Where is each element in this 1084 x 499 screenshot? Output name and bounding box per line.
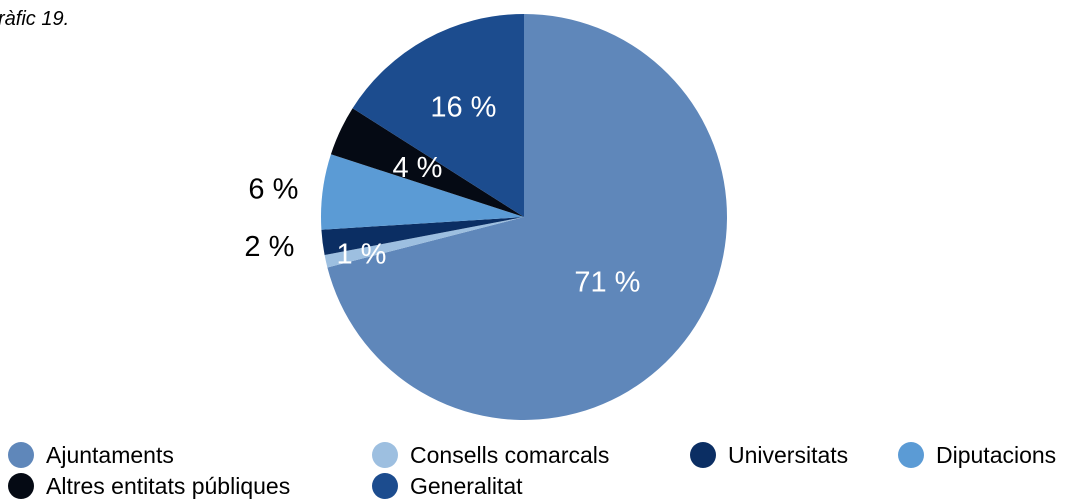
pie-label-altres-entitats-publiques: 4 % xyxy=(393,152,443,184)
pie-slice-altres-entitats-publiques xyxy=(330,108,524,217)
pie-label-generalitat: 16 % xyxy=(430,92,496,124)
pie-label-universitats: 2 % xyxy=(244,231,294,263)
pie-label-consells-comarcals: 1 % xyxy=(337,238,387,270)
pie-slice-diputacions xyxy=(321,154,524,230)
pie-slice-generalitat xyxy=(352,14,524,217)
pie-slice-ajuntaments xyxy=(327,14,728,421)
pie-slice-universitats xyxy=(321,217,524,256)
pie-label-ajuntaments: 71 % xyxy=(574,267,640,299)
figure-caption: ràfic 19. xyxy=(0,8,70,30)
pie-labels: 71 % 1 % 2 % 6 % 4 % 16 % xyxy=(244,92,640,299)
pie-slice-consells-comarcals xyxy=(324,217,524,268)
pie-slices xyxy=(321,14,728,421)
pie-label-diputacions: 6 % xyxy=(248,174,298,206)
